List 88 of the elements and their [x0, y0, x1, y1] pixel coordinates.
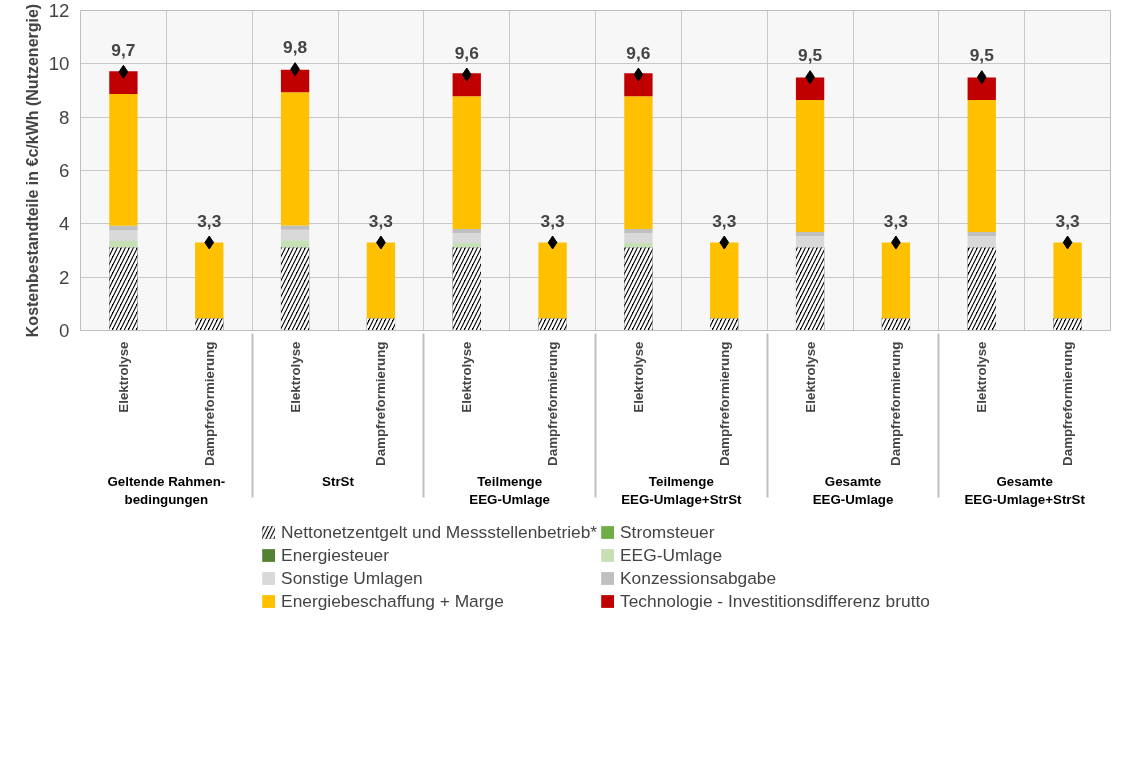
- data-label: 3,3: [883, 210, 909, 231]
- legend-label: Nettonetzentgelt und Messstellenbetrieb*: [281, 521, 598, 543]
- data-label: 9,5: [969, 45, 995, 66]
- y-tick-label: 8: [59, 106, 70, 128]
- y-tick-label: 6: [59, 160, 70, 181]
- bar: [280, 229, 310, 241]
- bar: [624, 243, 653, 248]
- x-tick-label: Dampfreformierung: [716, 341, 732, 466]
- bar: [795, 232, 825, 237]
- legend-label: Energiesteuer: [281, 544, 389, 566]
- legend-label: EEG-Umlage: [620, 544, 723, 566]
- bar: [280, 240, 310, 248]
- data-label: 9,7: [111, 39, 136, 60]
- text: StrSt: [322, 473, 355, 489]
- bar: [795, 77, 825, 101]
- legend-label: Konzessionsabgabe: [620, 567, 777, 589]
- bar: [280, 69, 310, 93]
- legend-label: Technologie - Investitionsdifferenz brutto: [620, 590, 930, 612]
- point: [118, 64, 129, 79]
- point: [976, 70, 987, 85]
- x-tick-label: Elektrolyse: [630, 341, 646, 413]
- x-tick-label: Elektrolyse: [287, 341, 303, 413]
- data-label: 9,8: [283, 37, 308, 58]
- x-tick-label: Dampfreformierung: [545, 341, 561, 466]
- point: [719, 235, 730, 250]
- legend-label: Stromsteuer: [620, 521, 715, 543]
- point: [547, 235, 558, 250]
- text: Geltende Rahmen- bedingungen: [107, 473, 226, 507]
- bar: [967, 100, 996, 233]
- y-tick-label: 0: [59, 320, 70, 341]
- bar: [109, 71, 138, 94]
- bar: [452, 232, 481, 244]
- x-tick-label: Elektrolyse: [115, 341, 131, 413]
- bar: [624, 232, 653, 244]
- data-label: 3,3: [712, 210, 737, 231]
- bar: [280, 225, 310, 230]
- x-tick-label: Elektrolyse: [974, 341, 990, 413]
- bar: [967, 232, 996, 237]
- data-label: 3,3: [540, 210, 565, 231]
- bar: [624, 73, 653, 97]
- point: [1062, 235, 1073, 250]
- bar: [624, 228, 653, 233]
- bar: [452, 73, 481, 97]
- point: [204, 235, 215, 250]
- data-label: 9,6: [454, 42, 480, 63]
- bar: [109, 230, 138, 241]
- text: Teilmenge EEG-Umlage+StrSt: [621, 473, 743, 507]
- x-tick-label: Dampfreformierung: [373, 341, 389, 466]
- bar: [538, 242, 567, 319]
- legend-label: Sonstige Umlagen: [281, 567, 423, 589]
- x-tick-label: Dampfreformierung: [201, 341, 217, 466]
- text: Teilmenge EEG-Umlage: [469, 473, 551, 507]
- bar: [109, 93, 138, 226]
- bar: [795, 100, 825, 233]
- bar: [967, 77, 996, 101]
- bar: [109, 225, 138, 231]
- data-label: 3,3: [368, 210, 394, 231]
- y-tick-label: 10: [48, 53, 70, 75]
- bar: [624, 96, 653, 229]
- bar: [710, 242, 739, 319]
- y-tick-label: 4: [59, 213, 70, 235]
- text: Gesamte EEG-Umlage+StrSt: [964, 473, 1086, 507]
- bar: [881, 242, 911, 319]
- bar: [366, 242, 396, 319]
- y-tick-label: 12: [48, 0, 70, 21]
- point: [461, 67, 472, 82]
- bar: [1053, 242, 1082, 319]
- bar: [452, 243, 481, 248]
- data-label: 3,3: [1055, 210, 1080, 231]
- bar: [452, 228, 481, 233]
- text: Gesamte EEG-Umlage: [812, 473, 894, 507]
- data-label: 9,6: [626, 42, 651, 63]
- bar: [967, 236, 996, 248]
- bar: [280, 92, 310, 226]
- x-tick-label: Dampfreformierung: [888, 341, 904, 466]
- x-tick-label: Dampfreformierung: [1060, 341, 1076, 466]
- bar: [109, 240, 138, 248]
- x-tick-label: Elektrolyse: [802, 341, 818, 413]
- y-tick-label: 2: [59, 266, 70, 288]
- data-label: 3,3: [197, 210, 222, 231]
- bar: [795, 236, 825, 248]
- legend-label: Energiebeschaffung + Marge: [281, 590, 504, 612]
- point: [633, 67, 644, 82]
- data-label: 9,5: [798, 45, 823, 66]
- bar: [195, 242, 224, 319]
- x-tick-label: Elektrolyse: [459, 341, 475, 413]
- y-axis-title: Kostenbestandteile in €c/kWh (Nutzenergie): [23, 3, 41, 338]
- bar: [452, 96, 481, 229]
